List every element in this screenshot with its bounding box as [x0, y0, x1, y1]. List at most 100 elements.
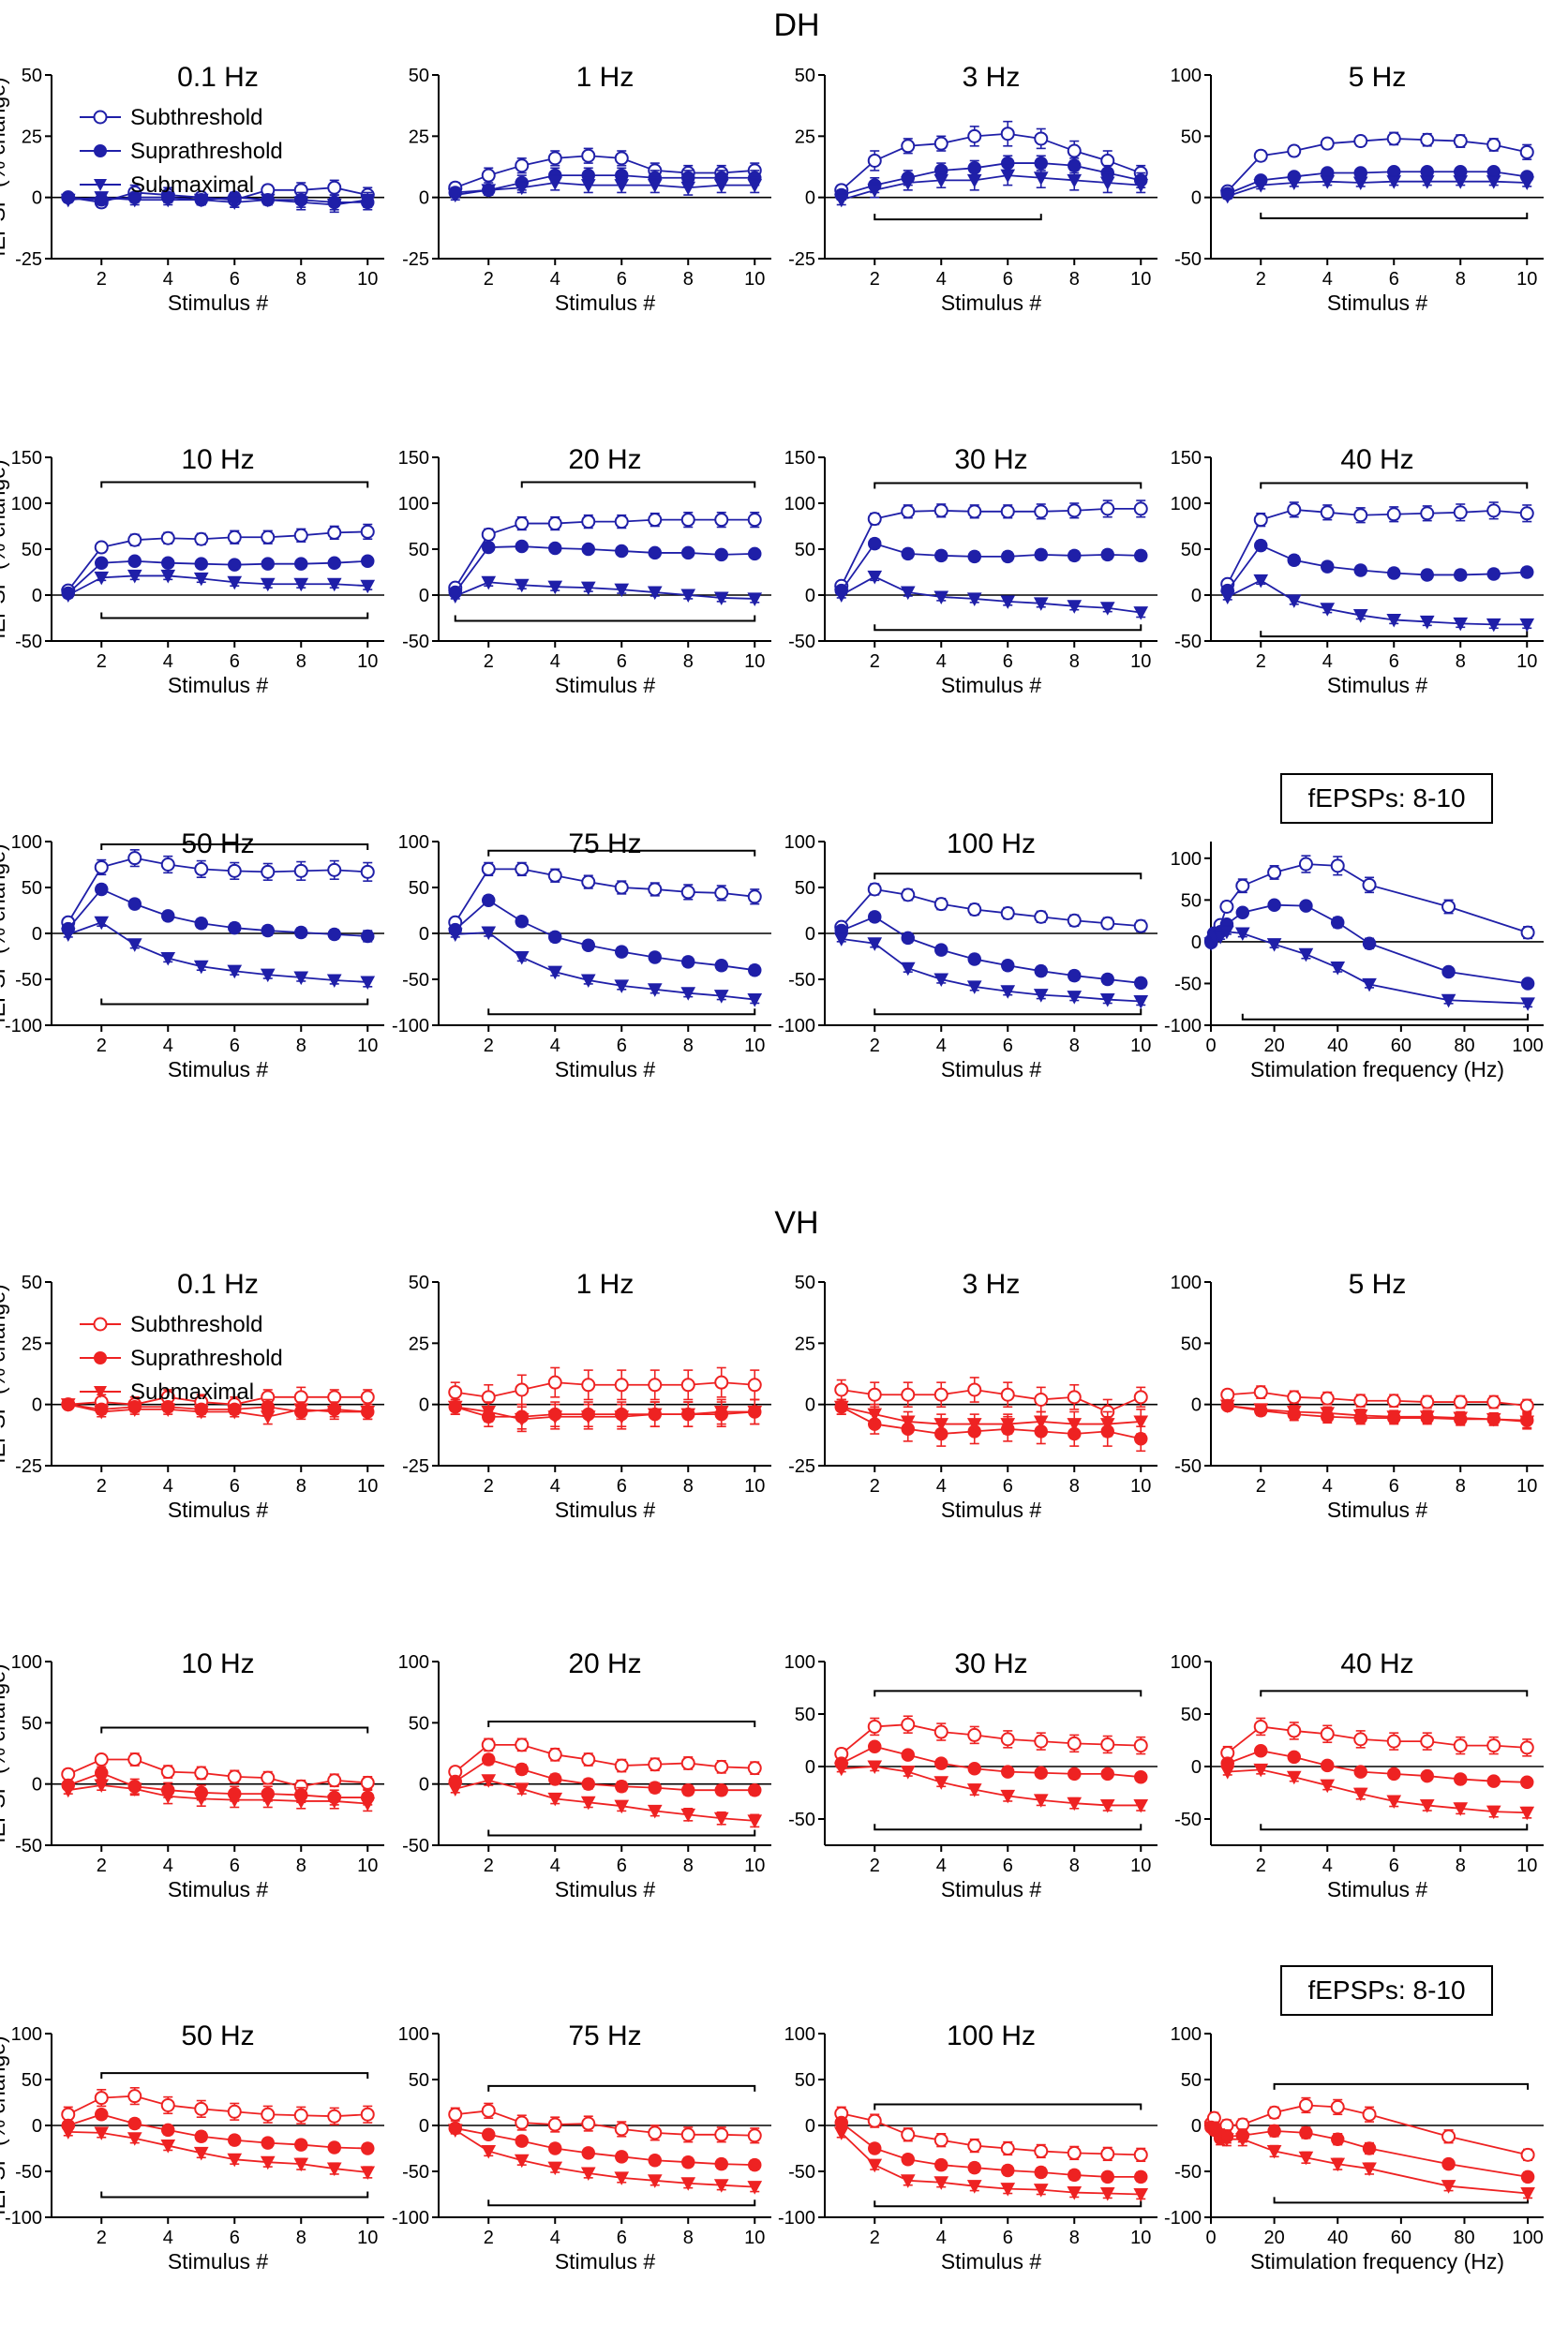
data-point: [867, 937, 883, 951]
data-point: [1000, 985, 1016, 999]
data-point: [94, 916, 110, 931]
data-point: [967, 549, 981, 564]
series-line: [841, 2132, 1142, 2196]
x-tick-label: 2: [870, 1856, 880, 1876]
data-point: [614, 2171, 630, 2185]
data-point: [294, 2138, 308, 2152]
data-point: [448, 1385, 463, 1400]
data-point: [1519, 1806, 1535, 1821]
data-point: [867, 570, 883, 585]
chart-panel: -50 0 50 100 2 4 6 8 10 Stimulus # 30 Hz: [784, 1648, 1157, 1901]
data-point: [714, 886, 729, 901]
data-point: [1099, 1418, 1115, 1432]
data-point: [261, 2136, 275, 2150]
x-tick-label: 6: [1389, 1476, 1399, 1497]
data-point: [1099, 176, 1115, 191]
data-point: [1298, 2151, 1314, 2166]
data-point: [94, 1752, 109, 1767]
data-point: [1034, 2143, 1049, 2158]
data-point: [94, 859, 109, 874]
data-point: [1386, 1795, 1402, 1810]
x-tick-label: 10: [1516, 651, 1537, 672]
data-point: [1420, 568, 1434, 582]
x-tick-label: 4: [936, 1856, 947, 1876]
data-point: [481, 527, 496, 542]
x-tick-label: 8: [683, 1036, 694, 1056]
y-tick-label: -50: [788, 2162, 815, 2183]
data-point: [1001, 1765, 1015, 1779]
data-point: [261, 864, 276, 879]
data-point: [900, 1766, 916, 1780]
data-point: [160, 857, 175, 872]
data-point: [581, 542, 595, 557]
data-point: [1000, 2183, 1016, 2197]
data-point: [547, 151, 562, 166]
data-point: [680, 1378, 695, 1393]
data-point: [515, 516, 530, 531]
data-point: [1362, 2141, 1377, 2155]
x-tick-label: 4: [163, 269, 173, 290]
series-line: [841, 1406, 1142, 1440]
y-tick-label: -50: [788, 970, 815, 991]
data-point: [60, 2125, 76, 2140]
data-point: [581, 1752, 596, 1767]
y-tick-label: -25: [15, 1456, 42, 1477]
data-point: [713, 990, 729, 1004]
data-point: [1320, 1726, 1335, 1741]
y-tick-label: 50: [409, 1273, 429, 1293]
data-point: [60, 1783, 76, 1798]
data-point: [1330, 916, 1345, 930]
data-point: [1486, 175, 1501, 189]
y-tick-label: -50: [788, 1810, 815, 1830]
series-line: [841, 887, 1142, 928]
x-tick-label: 4: [550, 1036, 560, 1056]
y-tick-label: -25: [402, 249, 429, 270]
y-tick-label: 50: [1181, 1705, 1202, 1725]
x-tick-label: 8: [296, 2228, 306, 2248]
data-point: [1453, 175, 1469, 189]
y-tick-label: -50: [402, 632, 429, 652]
x-tick-label: 8: [683, 651, 694, 672]
x-tick-label: 100: [1512, 1036, 1543, 1056]
data-point: [547, 868, 562, 883]
series-line: [1227, 1750, 1528, 1783]
series-line: [841, 916, 1142, 984]
data-point: [94, 191, 110, 205]
data-point: [1067, 173, 1083, 188]
x-tick-label: 10: [1130, 1856, 1151, 1876]
x-tick-label: 2: [1256, 1856, 1266, 1876]
data-point: [1320, 603, 1336, 617]
data-point: [833, 932, 849, 947]
x-tick-label: 2: [97, 1856, 107, 1876]
data-point: [1100, 2169, 1114, 2184]
chart-panel: -100 -50 0 50 100 0 20 40 60 80 100 Stimulation fre…: [1164, 773, 1544, 1081]
chart-title: 75 Hz: [568, 828, 641, 859]
legend-marker: [94, 1386, 107, 1398]
data-point: [1287, 553, 1301, 568]
data-point: [713, 179, 729, 193]
x-tick-label: 6: [1389, 1856, 1399, 1876]
data-point: [967, 1727, 982, 1742]
data-point: [1441, 2180, 1456, 2194]
data-point: [1100, 1767, 1114, 1782]
data-point: [293, 2108, 308, 2123]
data-point: [127, 569, 142, 584]
x-tick-label: 60: [1391, 2228, 1411, 2248]
data-point: [1419, 615, 1435, 630]
chart-title: 40 Hz: [1340, 444, 1413, 475]
x-tick-label: 2: [1256, 269, 1266, 290]
data-point: [748, 962, 762, 977]
significance-bracket: [487, 2084, 756, 2092]
x-tick-label: 80: [1454, 1036, 1474, 1056]
data-point: [1000, 504, 1015, 519]
chart-title: 0.1 Hz: [177, 1269, 259, 1300]
x-tick-label: 2: [97, 1476, 107, 1497]
series-line: [67, 2095, 368, 2118]
data-point: [1330, 2157, 1346, 2172]
y-tick-label: 50: [795, 878, 815, 899]
data-point: [1486, 1805, 1501, 1820]
y-tick-label: 50: [795, 1705, 815, 1725]
chart-panel: -25 0 25 50 2 4 6 8 10 Stimulus # 3 Hz: [788, 1269, 1157, 1522]
data-point: [713, 2179, 729, 2193]
series-line: [454, 518, 755, 589]
